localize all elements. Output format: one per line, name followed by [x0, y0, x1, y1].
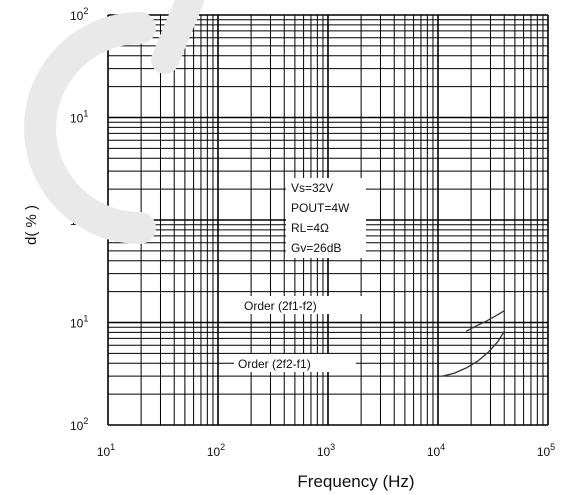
watermark-c-shape [24, 12, 156, 244]
x-tick-label: 103 [317, 442, 335, 459]
condition-gv: Gv=26dB [291, 241, 341, 255]
watermark-slash-shape [151, 0, 204, 74]
x-axis-label: Frequency (Hz) [297, 472, 414, 491]
series-label-2f2-f1: Order (2f2-f1) [238, 357, 311, 371]
condition-rl: RL=4Ω [291, 221, 329, 235]
x-tick-label: 102 [207, 442, 225, 459]
y-tick-label: 101 [70, 314, 88, 331]
x-tick-label: 104 [427, 442, 445, 459]
x-tick-labels: 101 102 103 104 105 [97, 442, 555, 459]
y-tick-label: 101 [70, 109, 88, 126]
series-label-2f1-f2: Order (2f1-f2) [244, 299, 317, 313]
condition-vs: Vs=32V [291, 181, 333, 195]
conditions-box: Vs=32V POUT=4W RL=4Ω Gv=26dB [286, 178, 366, 258]
series-line-2 [442, 330, 505, 377]
x-tick-label: 105 [537, 442, 555, 459]
series-group [442, 310, 505, 377]
y-tick-label: 102 [70, 6, 88, 23]
y-axis-label: d( % ) [23, 205, 40, 245]
series-line-1 [465, 310, 505, 332]
y-tick-label: 102 [70, 416, 88, 433]
condition-pout: POUT=4W [291, 201, 350, 215]
x-tick-label: 101 [97, 442, 115, 459]
